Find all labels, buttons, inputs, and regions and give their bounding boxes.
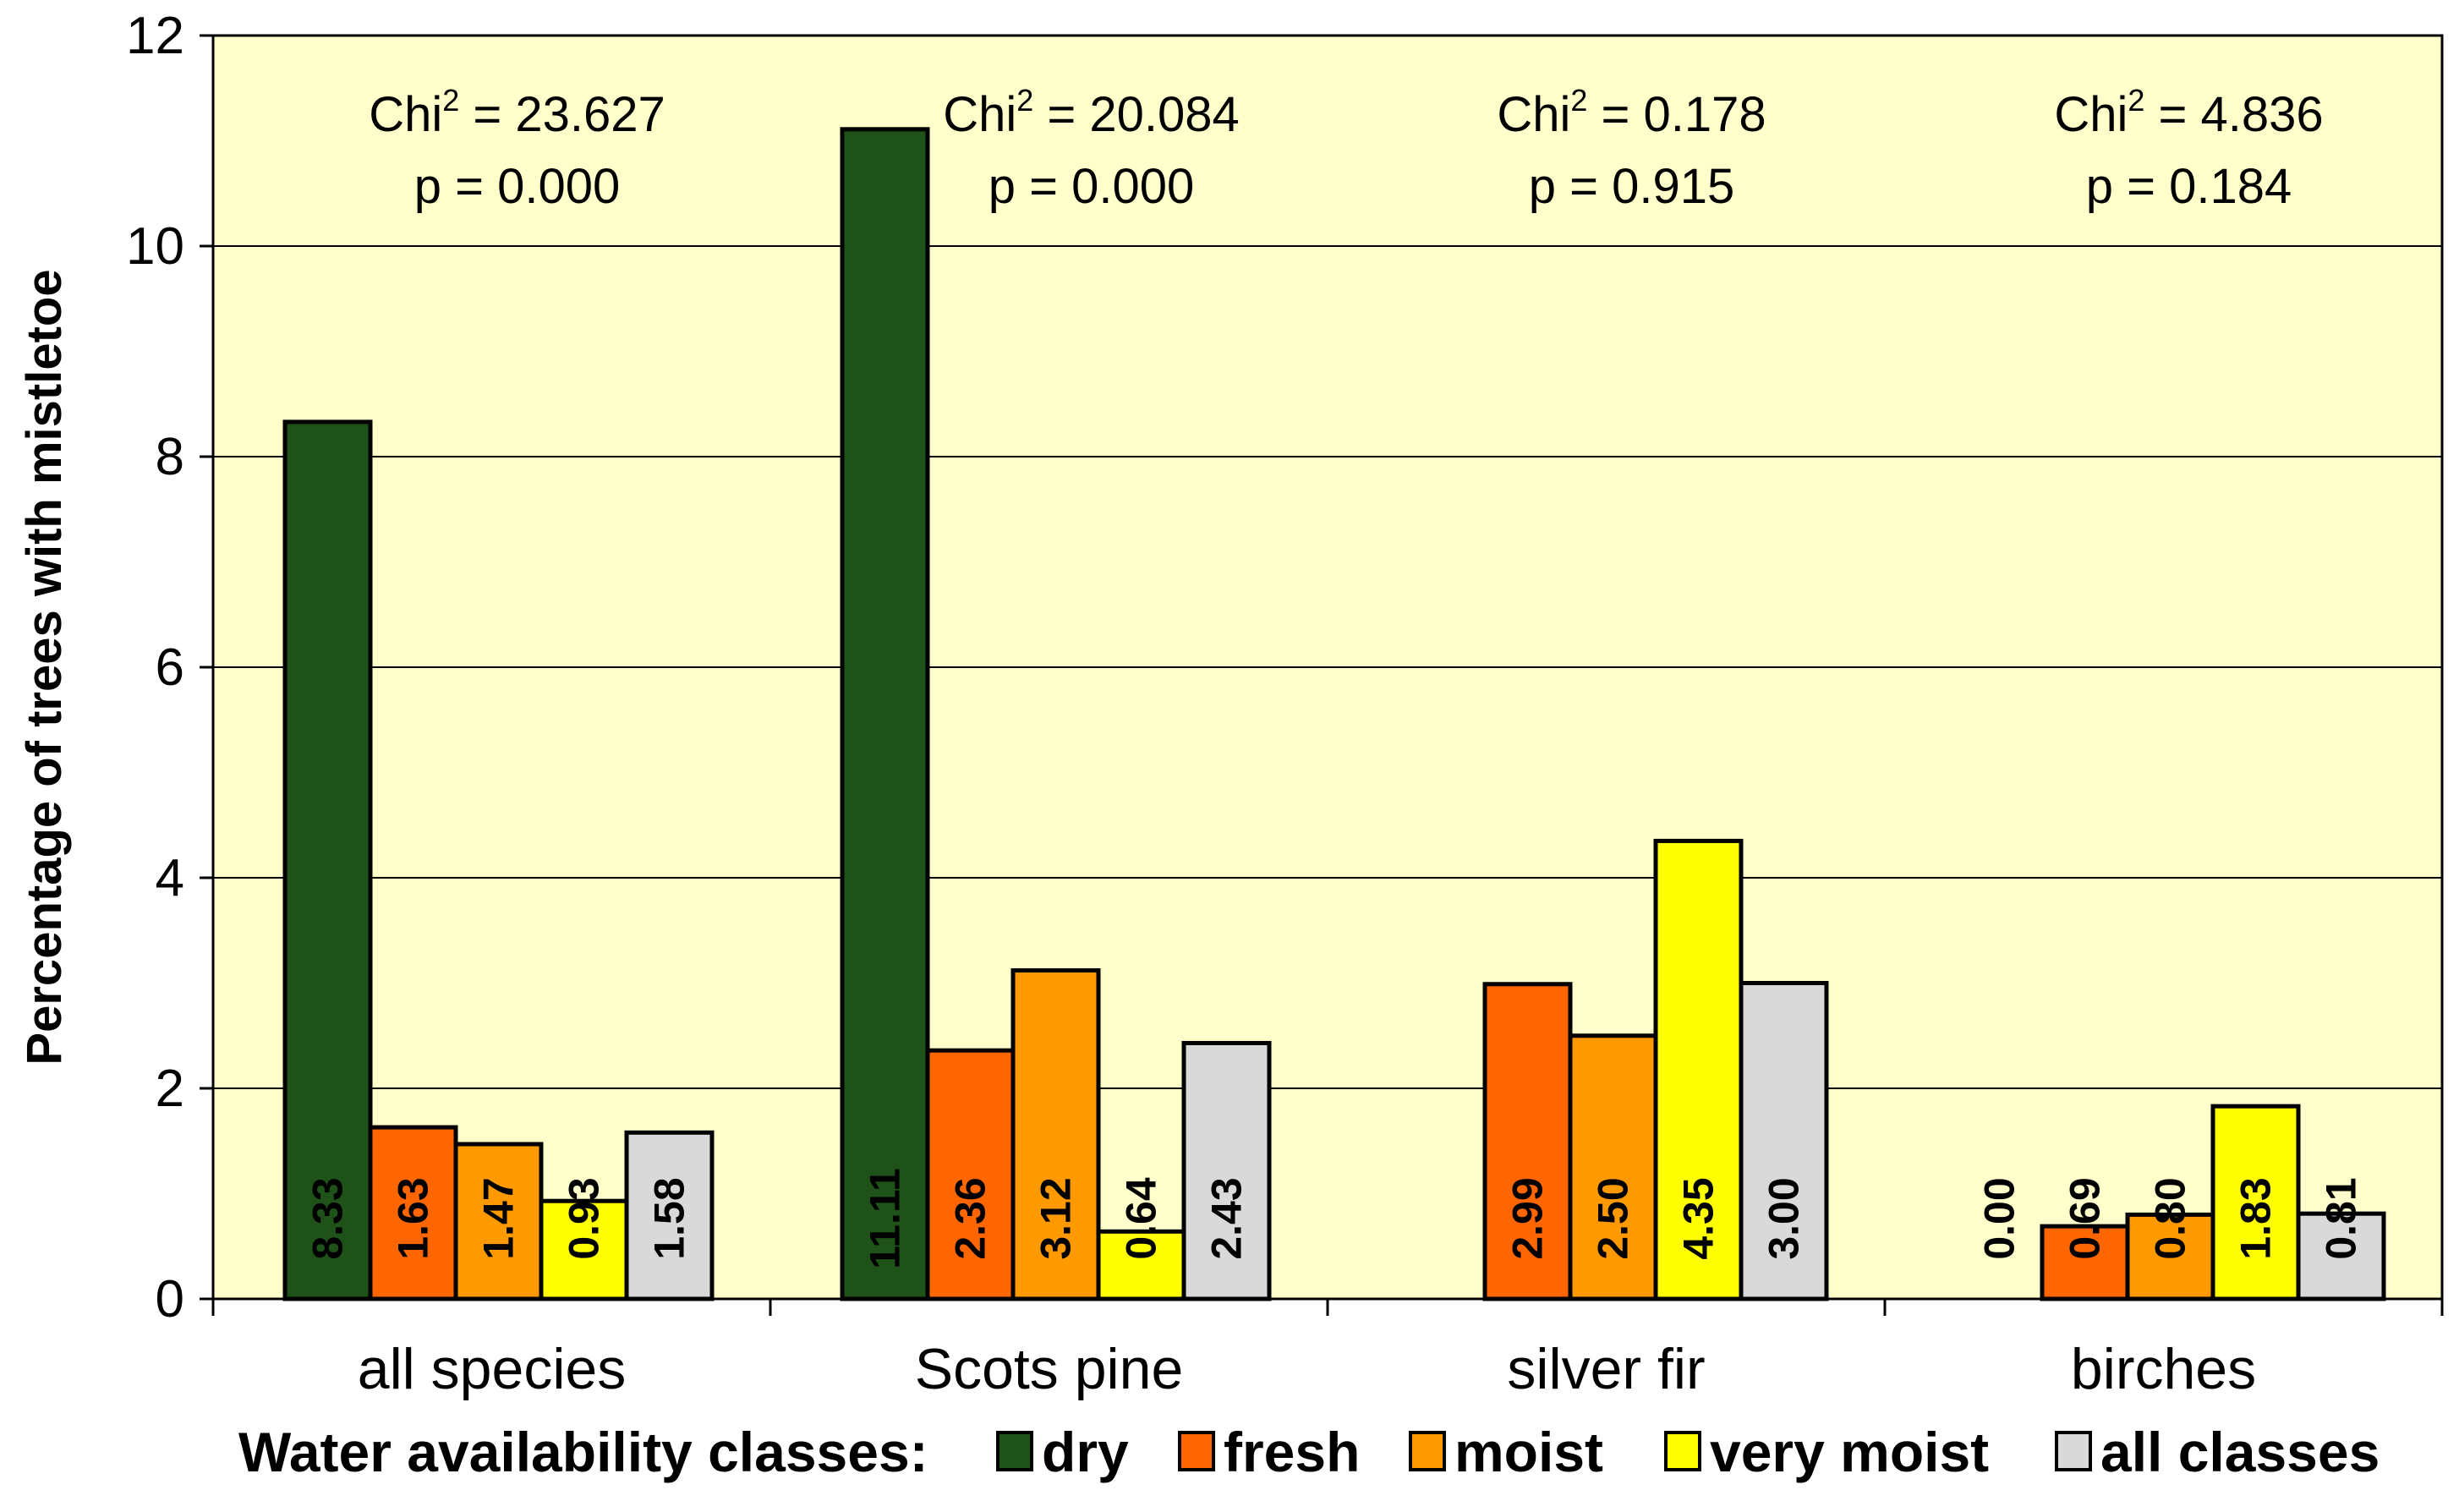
data-label: 0.93 (561, 1177, 608, 1259)
legend-swatch-moist (1409, 1431, 1446, 1471)
data-label: 1.58 (646, 1177, 693, 1259)
y-axis-title: Percentage of trees with mistletoe (17, 269, 72, 1065)
x-category-label: birches (2071, 1337, 2256, 1401)
bar-dry (282, 419, 373, 1301)
x-category-label: Scots pine (915, 1337, 1184, 1401)
p-annotation: p = 0.184 (2086, 159, 2292, 214)
bar-fresh (925, 1048, 1016, 1301)
data-label: 3.12 (1032, 1177, 1080, 1259)
data-label: 2.50 (1590, 1177, 1637, 1259)
data-label: 2.36 (947, 1177, 994, 1259)
p-annotation: p = 0.000 (414, 159, 621, 214)
y-tick-label: 6 (156, 638, 184, 697)
bar-very-moist (539, 1198, 629, 1301)
y-tick-label: 8 (156, 428, 184, 486)
y-tick-label: 2 (156, 1060, 184, 1118)
bar-all-classes (2296, 1211, 2386, 1301)
chi-annotation: Chi2 = 23.627 (369, 83, 665, 142)
bar-fresh (2040, 1224, 2130, 1301)
bar-all-classes (624, 1130, 715, 1301)
x-category-label: all species (358, 1337, 627, 1401)
p-annotation: p = 0.915 (1529, 159, 1735, 214)
data-label: 1.83 (2232, 1177, 2280, 1259)
data-label: 3.00 (1761, 1177, 1808, 1259)
data-label: 2.43 (1203, 1177, 1251, 1259)
legend-title: Water availability classes: (238, 1421, 928, 1483)
legend-swatch-all-classes (2055, 1431, 2092, 1471)
data-label: 1.47 (475, 1177, 523, 1259)
p-annotation: p = 0.000 (989, 159, 1195, 214)
data-label: 8.33 (304, 1177, 352, 1259)
bar-all-classes (1181, 1040, 1272, 1301)
legend-label-fresh: fresh (1224, 1421, 1360, 1483)
chi-annotation: Chi2 = 4.836 (2054, 83, 2323, 142)
y-tick-label: 4 (156, 849, 184, 907)
y-tick-label: 10 (126, 217, 184, 276)
data-label: 2.99 (1504, 1177, 1552, 1259)
legend-swatch-dry (996, 1431, 1033, 1471)
legend-label-very-moist: very moist (1710, 1421, 1989, 1483)
bar-moist (1568, 1033, 1658, 1301)
data-label: 1.63 (390, 1177, 437, 1259)
chi-annotation: Chi2 = 0.178 (1497, 83, 1766, 142)
x-category-label: silver fir (1507, 1337, 1705, 1401)
bar-all-classes (1739, 981, 1829, 1301)
legend-swatch-fresh (1178, 1431, 1215, 1471)
legend-swatch-very-moist (1664, 1431, 1701, 1471)
data-label: 0.69 (2062, 1177, 2109, 1259)
bar-dry (840, 127, 930, 1301)
y-tick-label: 12 (126, 7, 184, 65)
bar-moist (1010, 968, 1101, 1301)
bar-very-moist (2210, 1104, 2301, 1301)
legend-label-moist: moist (1454, 1421, 1603, 1483)
legend-label-dry: dry (1042, 1421, 1129, 1483)
y-tick-label: 0 (156, 1270, 184, 1328)
bar-fresh (368, 1125, 458, 1301)
data-label: 0.00 (1976, 1177, 2024, 1259)
data-label: 0.80 (2147, 1177, 2194, 1259)
data-label: 4.35 (1675, 1177, 1722, 1259)
data-label: 11.11 (862, 1168, 909, 1269)
chi-annotation: Chi2 = 20.084 (943, 83, 1240, 142)
data-label: 0.81 (2318, 1177, 2365, 1259)
data-label: 0.64 (1118, 1177, 1165, 1260)
legend-label-all-classes: all classes (2100, 1421, 2380, 1483)
